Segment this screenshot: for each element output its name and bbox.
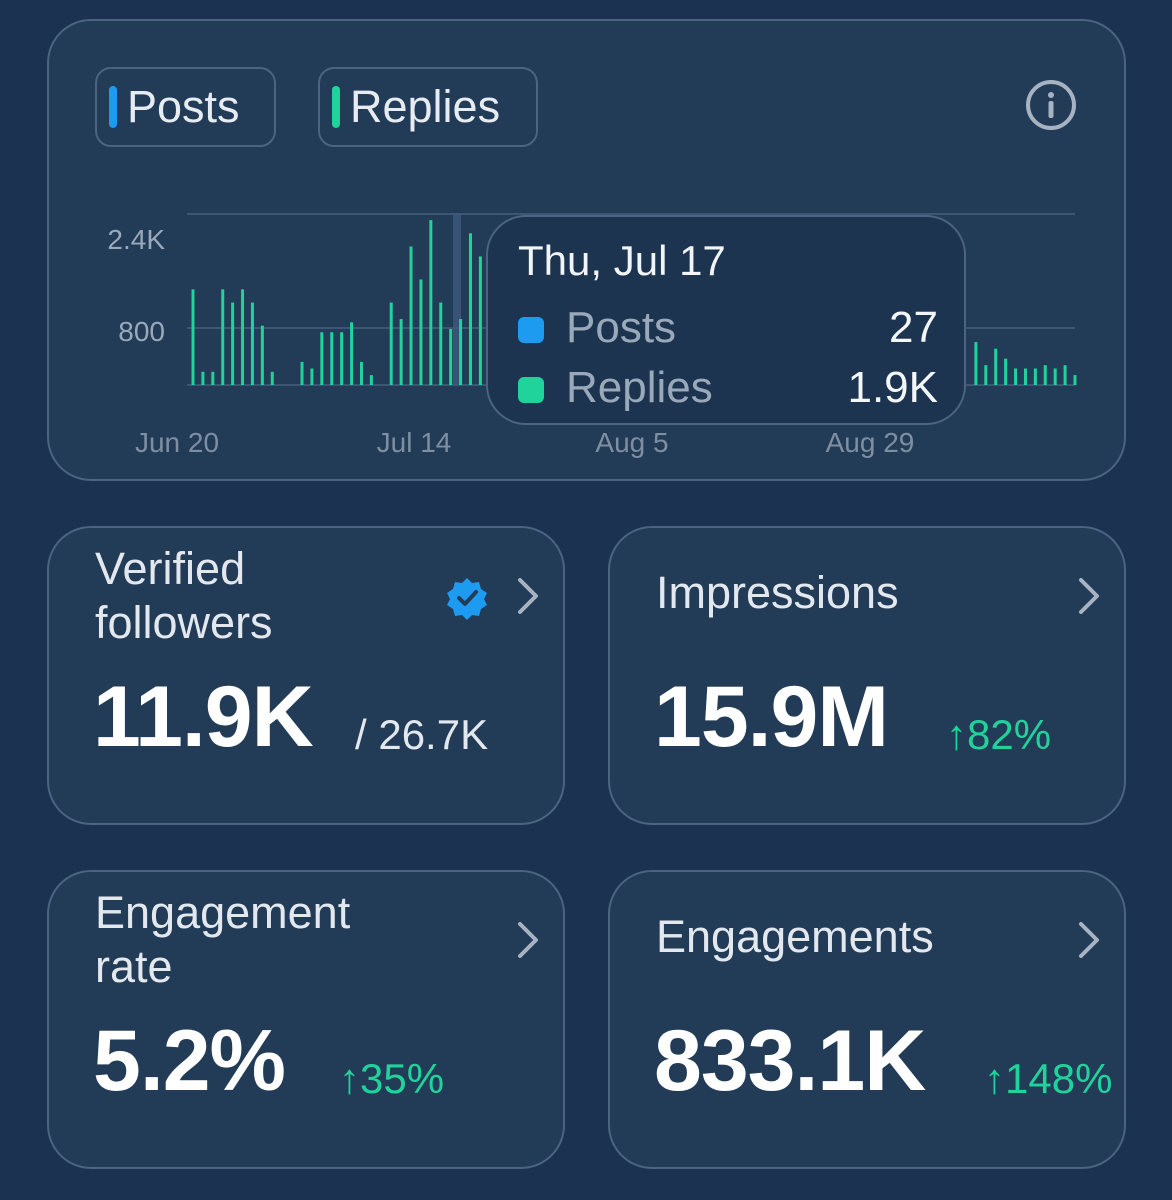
verified-followers-title: Verified followers (95, 542, 273, 650)
engagements-title: Engagements (656, 911, 934, 962)
verified-followers-title-line1: Verified (95, 543, 246, 594)
replies-bar (211, 371, 215, 385)
tooltip-row-replies: Replies 1.9K (518, 363, 938, 413)
replies-bar (330, 332, 334, 385)
replies-bar (994, 348, 998, 385)
chevron-right-icon[interactable] (515, 576, 541, 616)
replies-bar (191, 289, 195, 385)
chart-tooltip: Thu, Jul 17 Posts 27 Replies 1.9K (486, 215, 966, 425)
verified-badge-icon (447, 578, 487, 620)
engagement-rate-value: 5.2% (93, 1013, 286, 1109)
tooltip-date: Thu, Jul 17 (518, 237, 726, 284)
engagements-delta: ↑148% (984, 1055, 1113, 1102)
tooltip-posts-label: Posts (566, 303, 677, 352)
replies-bar (231, 302, 235, 385)
posts-replies-chart-card: 2.4K 800 Jun 20 Jul 14 Aug 5 Aug 29 Posts Rep… (47, 19, 1126, 481)
tooltip-replies-swatch (518, 377, 544, 403)
tooltip-replies-value: 1.9K (847, 363, 938, 412)
replies-bar (1014, 368, 1018, 385)
legend-posts-label: Posts (127, 81, 240, 132)
engagement-rate-delta: ↑35% (339, 1055, 445, 1102)
replies-bar (369, 375, 373, 385)
replies-bar (439, 302, 443, 385)
impressions-value: 15.9M (654, 669, 889, 765)
tooltip-replies-label: Replies (566, 363, 713, 412)
replies-bar (1033, 368, 1037, 385)
replies-bar (449, 328, 453, 385)
replies-bar (468, 233, 472, 385)
verified-followers-card[interactable]: Verified followers 11.9K / 26.7K (47, 526, 565, 825)
replies-bar (320, 332, 324, 385)
info-icon[interactable] (1024, 78, 1078, 132)
replies-bar (429, 220, 433, 385)
replies-bar (409, 246, 413, 385)
total-followers-value: / 26.7K (355, 711, 489, 758)
selected-day-highlight (453, 214, 461, 385)
replies-bar (221, 289, 225, 385)
legend-toggle-posts[interactable]: Posts (95, 67, 276, 147)
replies-bar (340, 332, 344, 385)
replies-bar (1053, 368, 1057, 385)
engagements-value: 833.1K (654, 1013, 926, 1109)
legend-replies-label: Replies (350, 81, 501, 132)
x-tick-label: Jun 20 (135, 427, 219, 458)
replies-bar (419, 279, 423, 385)
replies-bar (974, 342, 978, 385)
chevron-right-icon[interactable] (515, 920, 541, 960)
tooltip-row-posts: Posts 27 (518, 303, 938, 353)
engagement-rate-title-line1: Engagement (95, 887, 351, 938)
replies-bar (389, 302, 393, 385)
replies-bar (260, 325, 264, 385)
chevron-right-icon[interactable] (1076, 920, 1102, 960)
replies-bar (1073, 375, 1077, 385)
replies-bar (984, 365, 988, 385)
y-tick-label: 800 (118, 316, 165, 347)
replies-bar (310, 368, 314, 385)
impressions-delta: ↑82% (946, 711, 1052, 758)
replies-bar (241, 289, 245, 385)
engagement-rate-card[interactable]: Engagement rate 5.2% ↑35% (47, 870, 565, 1169)
x-tick-label: Aug 29 (826, 427, 915, 458)
replies-bar (270, 371, 274, 385)
verified-followers-value: 11.9K (93, 669, 314, 765)
replies-bar (250, 302, 254, 385)
engagement-rate-title: Engagement rate (95, 886, 350, 994)
replies-bar (300, 361, 304, 385)
replies-bar (350, 322, 354, 385)
chevron-right-icon[interactable] (1076, 576, 1102, 616)
x-tick-label: Jul 14 (377, 427, 452, 458)
replies-bar (1023, 368, 1027, 385)
verified-followers-title-line2: followers (95, 597, 273, 648)
replies-bar (399, 319, 403, 385)
posts-color-swatch (109, 86, 117, 128)
tooltip-posts-value: 27 (889, 303, 938, 352)
replies-bar (459, 319, 463, 385)
x-tick-label: Aug 5 (595, 427, 668, 458)
replies-bar (478, 256, 482, 385)
engagement-rate-title-line2: rate (95, 941, 173, 992)
engagements-card[interactable]: Engagements 833.1K ↑148% (608, 870, 1126, 1169)
replies-bar (201, 371, 205, 385)
replies-bar (1043, 365, 1047, 385)
impressions-card[interactable]: Impressions 15.9M ↑82% (608, 526, 1126, 825)
impressions-title: Impressions (656, 567, 899, 618)
y-tick-label: 2.4K (107, 224, 165, 255)
replies-color-swatch (332, 86, 340, 128)
replies-bar (359, 361, 363, 385)
replies-bar (1063, 365, 1067, 385)
legend-toggle-replies[interactable]: Replies (318, 67, 538, 147)
tooltip-posts-swatch (518, 317, 544, 343)
replies-bar (1004, 358, 1008, 385)
